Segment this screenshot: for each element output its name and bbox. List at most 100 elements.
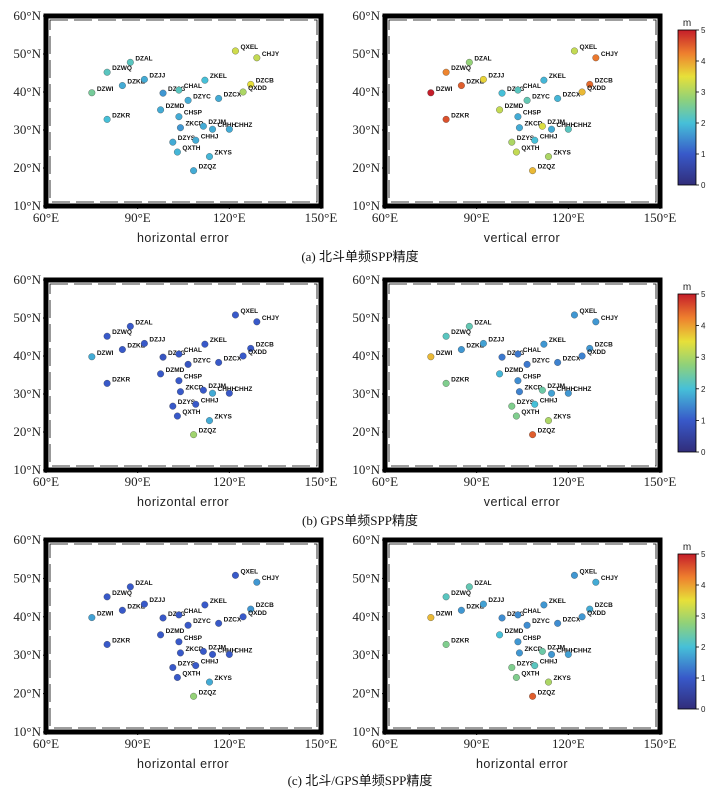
station-point-dzmd[interactable] [496, 106, 504, 114]
station-point-dzyc[interactable] [523, 96, 531, 104]
station-point-dzwi[interactable] [88, 614, 96, 622]
station-point-dzwi[interactable] [427, 614, 435, 622]
station-point-dzcx[interactable] [554, 95, 562, 102]
station-point-dzmd[interactable] [496, 631, 504, 639]
station-point-chhh[interactable] [209, 125, 216, 133]
station-point-zkel[interactable] [201, 76, 209, 84]
station-point-dzcb[interactable] [586, 605, 594, 613]
station-point-dzal[interactable] [465, 58, 473, 66]
station-point-chjy[interactable] [592, 578, 600, 586]
station-point-qxdd[interactable] [239, 88, 247, 96]
station-point-dzkr[interactable] [103, 115, 111, 123]
station-point-dzyc[interactable] [184, 96, 192, 104]
station-point-dzjj[interactable] [479, 340, 487, 347]
station-point-dzal[interactable] [126, 322, 134, 330]
station-point-dzjg[interactable] [159, 89, 167, 97]
station-point-dzyc[interactable] [184, 360, 192, 368]
station-point-dzwq[interactable] [442, 332, 450, 340]
station-point-dzys[interactable] [508, 402, 516, 410]
station-point-qxdd[interactable] [578, 613, 586, 621]
station-point-chhj[interactable] [531, 400, 539, 408]
station-point-chhz[interactable] [225, 389, 233, 397]
station-point-dzwq[interactable] [103, 68, 111, 76]
station-point-dzmd[interactable] [157, 631, 165, 639]
station-point-chal[interactable] [514, 611, 522, 619]
station-point-dzkr[interactable] [103, 640, 111, 648]
station-point-chjy[interactable] [253, 578, 261, 586]
station-point-dzke[interactable] [118, 346, 126, 353]
station-point-dzqz[interactable] [190, 692, 198, 700]
station-point-dzqz[interactable] [529, 167, 537, 175]
station-point-dzyc[interactable] [184, 621, 192, 629]
station-point-chhz[interactable] [564, 650, 572, 658]
station-point-dzjm[interactable] [538, 122, 546, 130]
station-point-zkys[interactable] [206, 417, 213, 425]
station-point-dzys[interactable] [508, 138, 516, 146]
station-point-zkys[interactable] [206, 153, 213, 161]
station-point-dzjg[interactable] [159, 353, 167, 361]
station-point-qxdd[interactable] [578, 352, 586, 360]
station-point-dzcx[interactable] [554, 359, 562, 366]
station-point-chsp[interactable] [175, 377, 183, 385]
station-point-chjy[interactable] [592, 318, 600, 326]
station-point-zkel[interactable] [201, 601, 209, 609]
station-point-qxdd[interactable] [239, 613, 247, 621]
station-point-chjy[interactable] [253, 54, 261, 62]
station-point-dzwi[interactable] [88, 353, 96, 361]
station-point-chjy[interactable] [253, 318, 261, 326]
station-point-dzal[interactable] [465, 583, 473, 591]
station-point-dzal[interactable] [126, 583, 134, 591]
station-point-dzwq[interactable] [103, 332, 111, 340]
station-point-dzqz[interactable] [529, 431, 537, 439]
station-point-dzwq[interactable] [442, 68, 450, 76]
station-point-dzal[interactable] [126, 58, 134, 66]
station-point-zkys[interactable] [206, 678, 213, 686]
station-point-dzjg[interactable] [498, 353, 506, 361]
station-point-dzqz[interactable] [190, 431, 198, 439]
station-point-chhh[interactable] [548, 125, 555, 133]
station-point-qxth[interactable] [512, 674, 520, 681]
station-point-dzkr[interactable] [103, 379, 111, 387]
station-point-chhh[interactable] [209, 389, 216, 397]
station-point-qxth[interactable] [512, 148, 520, 156]
station-point-chhz[interactable] [225, 650, 233, 658]
station-point-dzqz[interactable] [190, 167, 198, 175]
station-point-chhz[interactable] [564, 125, 572, 133]
station-point-qxth[interactable] [173, 148, 181, 156]
station-point-dzkr[interactable] [442, 379, 450, 387]
station-point-qxel[interactable] [231, 47, 239, 55]
station-point-dzjm[interactable] [538, 647, 546, 655]
station-point-dzcb[interactable] [586, 344, 594, 352]
station-point-dzys[interactable] [508, 664, 516, 671]
station-point-dzjm[interactable] [199, 386, 207, 394]
station-point-zkcd[interactable] [515, 124, 523, 132]
station-point-dzcx[interactable] [215, 95, 223, 102]
station-point-dzke[interactable] [457, 606, 465, 614]
station-point-dzys[interactable] [169, 664, 177, 671]
station-point-dzke[interactable] [118, 606, 126, 614]
station-point-zkcd[interactable] [176, 388, 184, 396]
station-point-dzjm[interactable] [199, 647, 207, 655]
station-point-chhh[interactable] [548, 389, 555, 397]
station-point-qxdd[interactable] [578, 88, 586, 96]
station-point-dzys[interactable] [169, 138, 177, 146]
station-point-dzjj[interactable] [479, 600, 487, 608]
station-point-chhj[interactable] [192, 136, 200, 144]
station-point-dzal[interactable] [465, 322, 473, 330]
station-point-zkys[interactable] [545, 153, 552, 161]
station-point-zkel[interactable] [540, 340, 548, 348]
station-point-chsp[interactable] [514, 113, 522, 121]
station-point-dzkr[interactable] [442, 115, 450, 123]
station-point-dzmd[interactable] [157, 106, 165, 114]
station-point-qxth[interactable] [173, 412, 181, 420]
station-point-qxel[interactable] [570, 311, 578, 319]
station-point-dzke[interactable] [457, 82, 465, 89]
station-point-dzjg[interactable] [498, 89, 506, 97]
station-point-chhj[interactable] [531, 662, 539, 670]
station-point-chhj[interactable] [531, 136, 539, 144]
station-point-chsp[interactable] [514, 377, 522, 385]
station-point-chhz[interactable] [564, 389, 572, 397]
station-point-dzjg[interactable] [159, 614, 167, 622]
station-point-chal[interactable] [175, 350, 183, 358]
station-point-dzjj[interactable] [140, 600, 148, 608]
